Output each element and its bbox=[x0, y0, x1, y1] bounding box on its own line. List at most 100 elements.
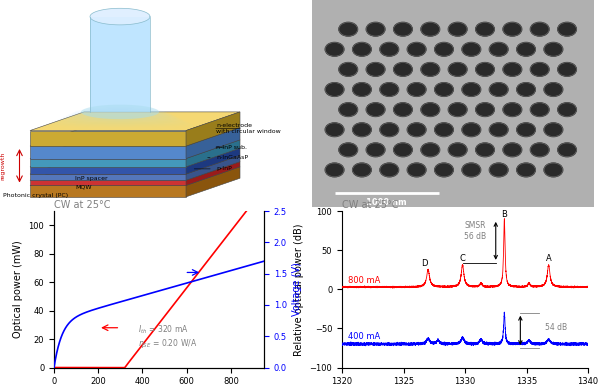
Polygon shape bbox=[70, 110, 170, 118]
Text: p-InP: p-InP bbox=[216, 167, 232, 171]
Circle shape bbox=[530, 103, 549, 117]
Circle shape bbox=[462, 43, 481, 56]
Polygon shape bbox=[30, 131, 186, 146]
Polygon shape bbox=[90, 8, 150, 25]
Circle shape bbox=[353, 43, 371, 56]
Circle shape bbox=[325, 123, 344, 136]
Circle shape bbox=[380, 123, 398, 136]
Polygon shape bbox=[30, 148, 240, 167]
Polygon shape bbox=[30, 127, 240, 146]
Polygon shape bbox=[30, 167, 240, 185]
Polygon shape bbox=[30, 161, 240, 180]
Circle shape bbox=[366, 63, 385, 76]
Circle shape bbox=[407, 83, 426, 96]
Circle shape bbox=[366, 143, 385, 157]
Circle shape bbox=[476, 143, 494, 157]
Circle shape bbox=[558, 63, 577, 76]
Circle shape bbox=[517, 83, 535, 96]
Circle shape bbox=[448, 63, 467, 76]
Circle shape bbox=[394, 143, 412, 157]
Polygon shape bbox=[30, 174, 186, 180]
Circle shape bbox=[503, 103, 521, 117]
Circle shape bbox=[394, 103, 412, 117]
Circle shape bbox=[462, 163, 481, 177]
Circle shape bbox=[448, 143, 467, 157]
Circle shape bbox=[490, 43, 508, 56]
Polygon shape bbox=[186, 167, 240, 197]
Text: CW at 25°C: CW at 25°C bbox=[342, 200, 398, 210]
Text: B: B bbox=[502, 210, 507, 219]
Text: n-electrode
with circular window: n-electrode with circular window bbox=[216, 123, 281, 134]
Circle shape bbox=[421, 143, 440, 157]
Circle shape bbox=[353, 83, 371, 96]
Text: n-InP sub.: n-InP sub. bbox=[216, 145, 247, 150]
Circle shape bbox=[366, 22, 385, 36]
Polygon shape bbox=[186, 148, 240, 174]
Circle shape bbox=[339, 103, 358, 117]
Polygon shape bbox=[81, 105, 159, 119]
Circle shape bbox=[530, 143, 549, 157]
Text: A: A bbox=[546, 254, 551, 263]
Circle shape bbox=[434, 83, 453, 96]
Circle shape bbox=[544, 83, 563, 96]
Circle shape bbox=[558, 22, 577, 36]
Circle shape bbox=[339, 22, 358, 36]
Circle shape bbox=[462, 123, 481, 136]
Circle shape bbox=[394, 63, 412, 76]
Circle shape bbox=[407, 163, 426, 177]
Text: InP spacer: InP spacer bbox=[75, 176, 107, 181]
Circle shape bbox=[380, 43, 398, 56]
Polygon shape bbox=[75, 108, 165, 116]
Polygon shape bbox=[186, 161, 240, 185]
Circle shape bbox=[476, 22, 494, 36]
Circle shape bbox=[421, 63, 440, 76]
Circle shape bbox=[558, 103, 577, 117]
Circle shape bbox=[325, 83, 344, 96]
Polygon shape bbox=[186, 112, 240, 146]
Y-axis label: Relative optical power (dB): Relative optical power (dB) bbox=[294, 223, 304, 355]
Text: 800 mA: 800 mA bbox=[348, 276, 380, 285]
Polygon shape bbox=[73, 109, 167, 117]
Text: MQW: MQW bbox=[75, 184, 91, 189]
Polygon shape bbox=[186, 127, 240, 158]
Circle shape bbox=[394, 22, 412, 36]
Polygon shape bbox=[186, 155, 240, 180]
Circle shape bbox=[421, 103, 440, 117]
Circle shape bbox=[407, 123, 426, 136]
Circle shape bbox=[544, 43, 563, 56]
Circle shape bbox=[558, 143, 577, 157]
Circle shape bbox=[490, 123, 508, 136]
Circle shape bbox=[353, 163, 371, 177]
Polygon shape bbox=[30, 112, 240, 131]
Circle shape bbox=[476, 63, 494, 76]
Circle shape bbox=[517, 123, 535, 136]
Polygon shape bbox=[30, 185, 186, 197]
Circle shape bbox=[380, 163, 398, 177]
Circle shape bbox=[544, 123, 563, 136]
Polygon shape bbox=[186, 140, 240, 167]
Circle shape bbox=[325, 163, 344, 177]
Circle shape bbox=[325, 43, 344, 56]
Circle shape bbox=[503, 22, 521, 36]
Circle shape bbox=[517, 43, 535, 56]
Circle shape bbox=[448, 22, 467, 36]
Polygon shape bbox=[30, 158, 186, 167]
Circle shape bbox=[434, 43, 453, 56]
Circle shape bbox=[530, 22, 549, 36]
Circle shape bbox=[476, 103, 494, 117]
Circle shape bbox=[503, 143, 521, 157]
Circle shape bbox=[339, 63, 358, 76]
Y-axis label: Voltage (V): Voltage (V) bbox=[292, 262, 302, 316]
Text: n-InGaAsP: n-InGaAsP bbox=[216, 155, 248, 160]
Circle shape bbox=[434, 123, 453, 136]
Circle shape bbox=[462, 83, 481, 96]
Circle shape bbox=[434, 163, 453, 177]
Circle shape bbox=[503, 63, 521, 76]
Circle shape bbox=[544, 163, 563, 177]
Polygon shape bbox=[30, 140, 240, 158]
Y-axis label: Optical power (mW): Optical power (mW) bbox=[13, 240, 23, 338]
Circle shape bbox=[407, 43, 426, 56]
Circle shape bbox=[490, 83, 508, 96]
Text: 400 mA: 400 mA bbox=[348, 332, 380, 341]
Text: C: C bbox=[460, 254, 466, 263]
